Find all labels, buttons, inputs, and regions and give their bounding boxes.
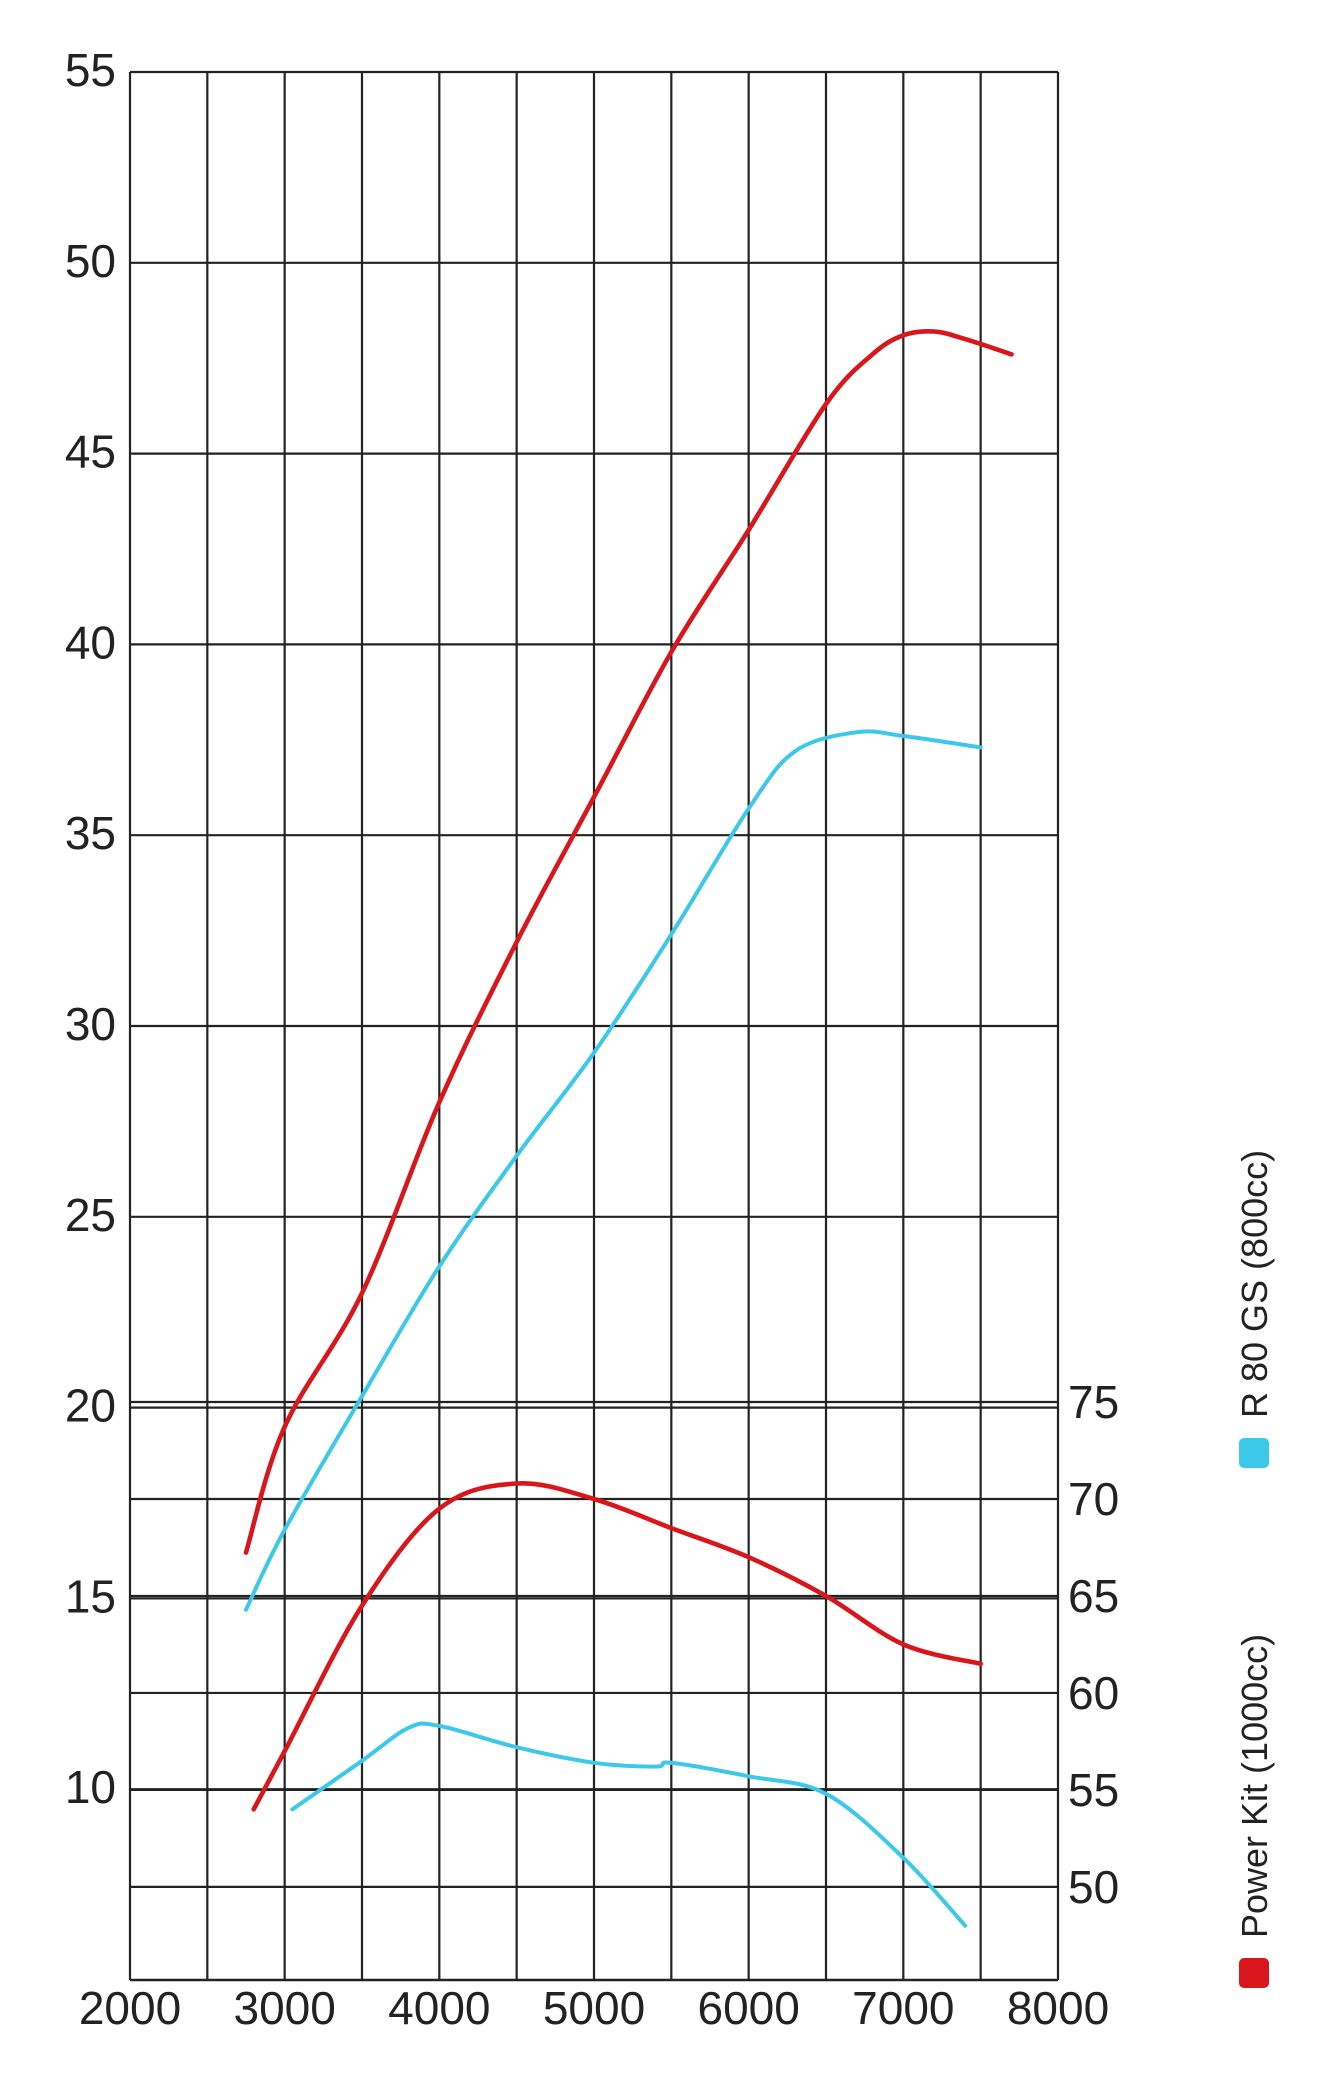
x-tick-label: 8000 (1007, 1982, 1109, 2034)
legend-item: Power Kit (1000cc) (1234, 1634, 1275, 1988)
legend-swatch (1239, 1958, 1269, 1988)
legend-label: Power Kit (1000cc) (1234, 1634, 1275, 1938)
horizontal-gridlines (130, 70, 1058, 1982)
right-y-tick-label: 60 (1068, 1667, 1119, 1719)
left-y-tick-label: 45 (65, 426, 116, 478)
legend-label: R 80 GS (800cc) (1234, 1150, 1275, 1418)
left-y-tick-label: 30 (65, 998, 116, 1050)
series-line-r80gs-right (290, 1721, 968, 1928)
left-y-tick-label: 25 (65, 1189, 116, 1241)
x-tick-label: 5000 (543, 1982, 645, 2034)
right-y-tick-label: 50 (1068, 1861, 1119, 1913)
right-y-tick-label: 75 (1068, 1376, 1119, 1428)
x-tick-label: 3000 (233, 1982, 335, 2034)
left-y-tick-label: 40 (65, 616, 116, 668)
left-y-tick-label: 10 (65, 1761, 116, 1813)
left-y-tick-label: 20 (65, 1380, 116, 1432)
series-line-r80gs-left (244, 729, 983, 1612)
x-axis-tick-labels: 2000 3000 4000 5000 6000 7000 8000 (79, 1982, 1109, 2034)
left-y-tick-label: 15 (65, 1570, 116, 1622)
legend: R 80 GS (800cc) Power Kit (1000cc) (1234, 1150, 1275, 1988)
legend-swatch (1239, 1438, 1269, 1468)
right-y-tick-label: 70 (1068, 1473, 1119, 1525)
legend-item: R 80 GS (800cc) (1234, 1150, 1275, 1468)
right-axis-tick-labels: 50 55 60 65 70 75 (1068, 1376, 1119, 1913)
left-y-tick-label: 50 (65, 235, 116, 287)
left-y-tick-label: 35 (65, 807, 116, 859)
x-tick-label: 4000 (388, 1982, 490, 2034)
series-line-power_kit-left (243, 329, 1014, 1555)
x-tick-label: 7000 (852, 1982, 954, 2034)
series-line-power_kit-right (251, 1481, 983, 1812)
left-y-tick-label: 55 (65, 44, 116, 96)
left-axis-tick-labels: 10 15 20 25 30 35 40 45 50 55 (65, 44, 116, 1813)
right-y-tick-label: 55 (1068, 1764, 1119, 1816)
right-y-tick-label: 65 (1068, 1570, 1119, 1622)
x-tick-label: 6000 (697, 1982, 799, 2034)
x-tick-label: 2000 (79, 1982, 181, 2034)
series-layer (243, 329, 1014, 1928)
